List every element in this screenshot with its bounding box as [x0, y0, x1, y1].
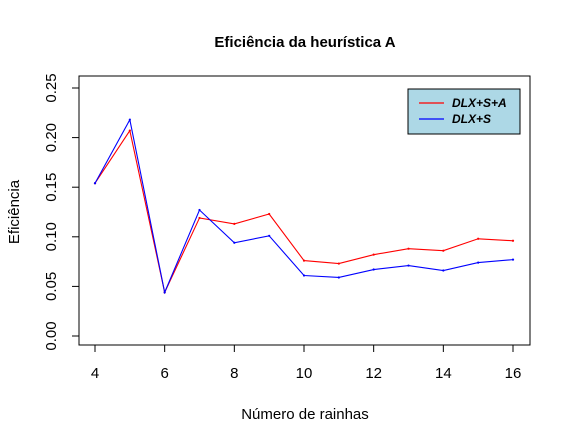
data-point-dlx-s: [93, 182, 97, 185]
data-point-dlx-s: [233, 241, 236, 244]
data-point-dlx-s: [337, 276, 340, 279]
y-tick-label: 0.10: [43, 222, 60, 251]
x-tick-label: 16: [505, 365, 522, 382]
data-point-dlx-s-a: [268, 212, 271, 216]
data-point-dlx-s-a: [477, 237, 480, 240]
y-tick-label: 0.25: [43, 73, 60, 102]
x-tick-label: 10: [296, 365, 313, 382]
data-point-dlx-s-a: [302, 259, 306, 262]
legend-label-dlx-s-a: DLX+S+A: [452, 96, 507, 110]
series-layer: [93, 118, 515, 295]
y-tick-label: 0.05: [43, 272, 60, 301]
data-point-dlx-s-a: [198, 216, 201, 220]
x-tick-label: 4: [91, 365, 99, 382]
data-point-dlx-s-a: [128, 129, 131, 132]
data-point-dlx-s-a: [511, 239, 515, 242]
x-tick-label: 8: [230, 365, 238, 382]
data-point-dlx-s-a: [372, 253, 375, 256]
x-tick-label: 12: [365, 365, 382, 382]
data-point-dlx-s: [407, 264, 410, 267]
y-axis: 0.00 0.05 0.10 0.15 0.20 0.25: [43, 73, 80, 351]
legend-box: [407, 88, 521, 135]
legend-label-dlx-s: DLX+S: [452, 112, 491, 126]
data-point-dlx-s: [372, 268, 375, 271]
data-point-dlx-s-a: [442, 249, 445, 252]
x-axis-label: Número de rainhas: [241, 406, 369, 423]
data-point-dlx-s: [268, 234, 271, 237]
data-point-dlx-s: [302, 274, 306, 277]
y-tick-label: 0.00: [43, 321, 60, 350]
data-point-dlx-s: [198, 208, 201, 212]
series-line-dlx-s: [94, 118, 514, 295]
data-point-dlx-s-a: [337, 262, 340, 265]
data-point-dlx-s: [511, 258, 515, 261]
data-point-dlx-s-a: [407, 247, 410, 250]
legend: DLX+S+A DLX+S: [407, 88, 521, 135]
data-point-dlx-s: [163, 291, 166, 294]
x-axis: 4 6 8 10 12 14 16: [91, 344, 522, 382]
data-point-dlx-s-a: [233, 222, 236, 226]
y-tick-label: 0.20: [43, 123, 60, 152]
y-tick-label: 0.15: [43, 173, 60, 202]
chart-title: Eficiência da heurística A: [214, 34, 395, 51]
y-axis-label: Eficiência: [6, 179, 23, 244]
x-tick-label: 6: [160, 365, 168, 382]
data-point-dlx-s: [128, 118, 131, 121]
data-point-dlx-s: [477, 261, 480, 264]
series-line-dlx-s-a: [94, 129, 514, 295]
data-point-dlx-s: [442, 269, 445, 272]
x-tick-label: 14: [435, 365, 452, 382]
